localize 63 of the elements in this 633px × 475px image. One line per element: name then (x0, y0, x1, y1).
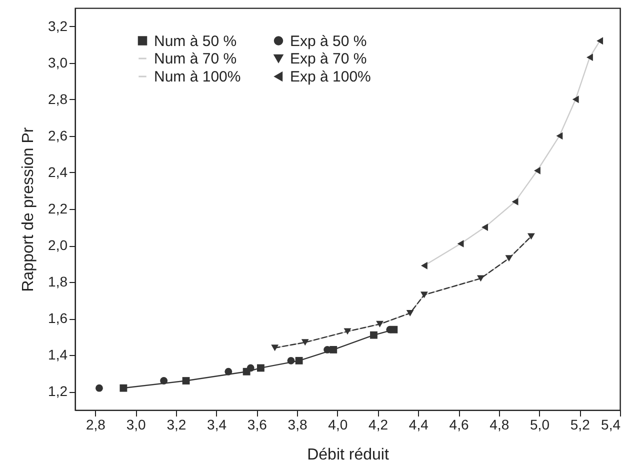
y-tick-label: 1,4 (48, 346, 68, 363)
point (96, 384, 103, 392)
y-tick-label: 1,8 (48, 274, 68, 290)
y-tick-label: 1,2 (48, 383, 68, 400)
point (420, 262, 428, 270)
point (420, 292, 428, 298)
point (596, 37, 604, 45)
legend-label: Exp à 50 % (290, 32, 367, 50)
point (556, 132, 563, 140)
legend-label: Num à 70 % (154, 50, 237, 68)
x-tick-label: 5,0 (530, 416, 550, 432)
point (572, 96, 579, 104)
x-tick-label: 3,0 (126, 416, 146, 432)
y-tick-label: 2,2 (48, 200, 68, 216)
point (586, 54, 593, 62)
y-tick-label: 2,8 (48, 90, 68, 107)
y-axis-title: Rapport de pression Pr (20, 126, 38, 292)
point (482, 224, 488, 231)
point (406, 310, 414, 316)
point (182, 377, 190, 384)
y-tick-label: 3,2 (48, 18, 68, 34)
y-tick-label: 2,4 (48, 164, 68, 180)
point (505, 255, 513, 262)
y-tick-label: 2,6 (48, 127, 68, 144)
x-tick-label: 4,2 (368, 416, 388, 432)
point (242, 368, 250, 376)
point (256, 364, 264, 372)
point (344, 328, 352, 335)
point (457, 240, 464, 248)
x-tick-label: 5,4 (601, 416, 621, 432)
point (330, 346, 338, 354)
point (301, 339, 309, 346)
point (512, 198, 518, 206)
point (390, 326, 398, 334)
x-tick-label: 3,6 (247, 416, 268, 432)
legend-label: Exp à 100% (290, 68, 371, 86)
point (287, 356, 295, 364)
x-tick-label: 3,8 (288, 416, 308, 432)
point (160, 377, 168, 384)
point (370, 331, 378, 339)
x-tick-label: 3,4 (207, 416, 227, 432)
point (271, 344, 279, 352)
legend-label: Exp à 70 % (290, 50, 367, 68)
x-tick-label: 5,2 (570, 416, 590, 432)
legend-label: Num à 50 % (154, 32, 237, 50)
point (527, 233, 535, 240)
x-tick-label: 3,2 (166, 416, 186, 432)
x-tick-label: 4,8 (490, 416, 510, 432)
point (295, 356, 303, 364)
y-tick-label: 1,6 (48, 310, 68, 326)
y-tick-label: 2,0 (48, 237, 68, 254)
x-tick-label: 2,8 (86, 416, 106, 432)
x-tick-label: 4,6 (449, 416, 469, 432)
legend-label: Num à 100% (154, 68, 241, 86)
point (376, 320, 384, 328)
x-axis-title: Débit réduit (307, 446, 390, 464)
point (120, 384, 128, 392)
y-tick-label: 3,0 (48, 54, 68, 70)
x-tick-label: 4,4 (408, 416, 429, 432)
point (477, 275, 484, 282)
point (224, 368, 232, 376)
x-tick-label: 4,0 (328, 416, 348, 432)
point (534, 166, 540, 174)
